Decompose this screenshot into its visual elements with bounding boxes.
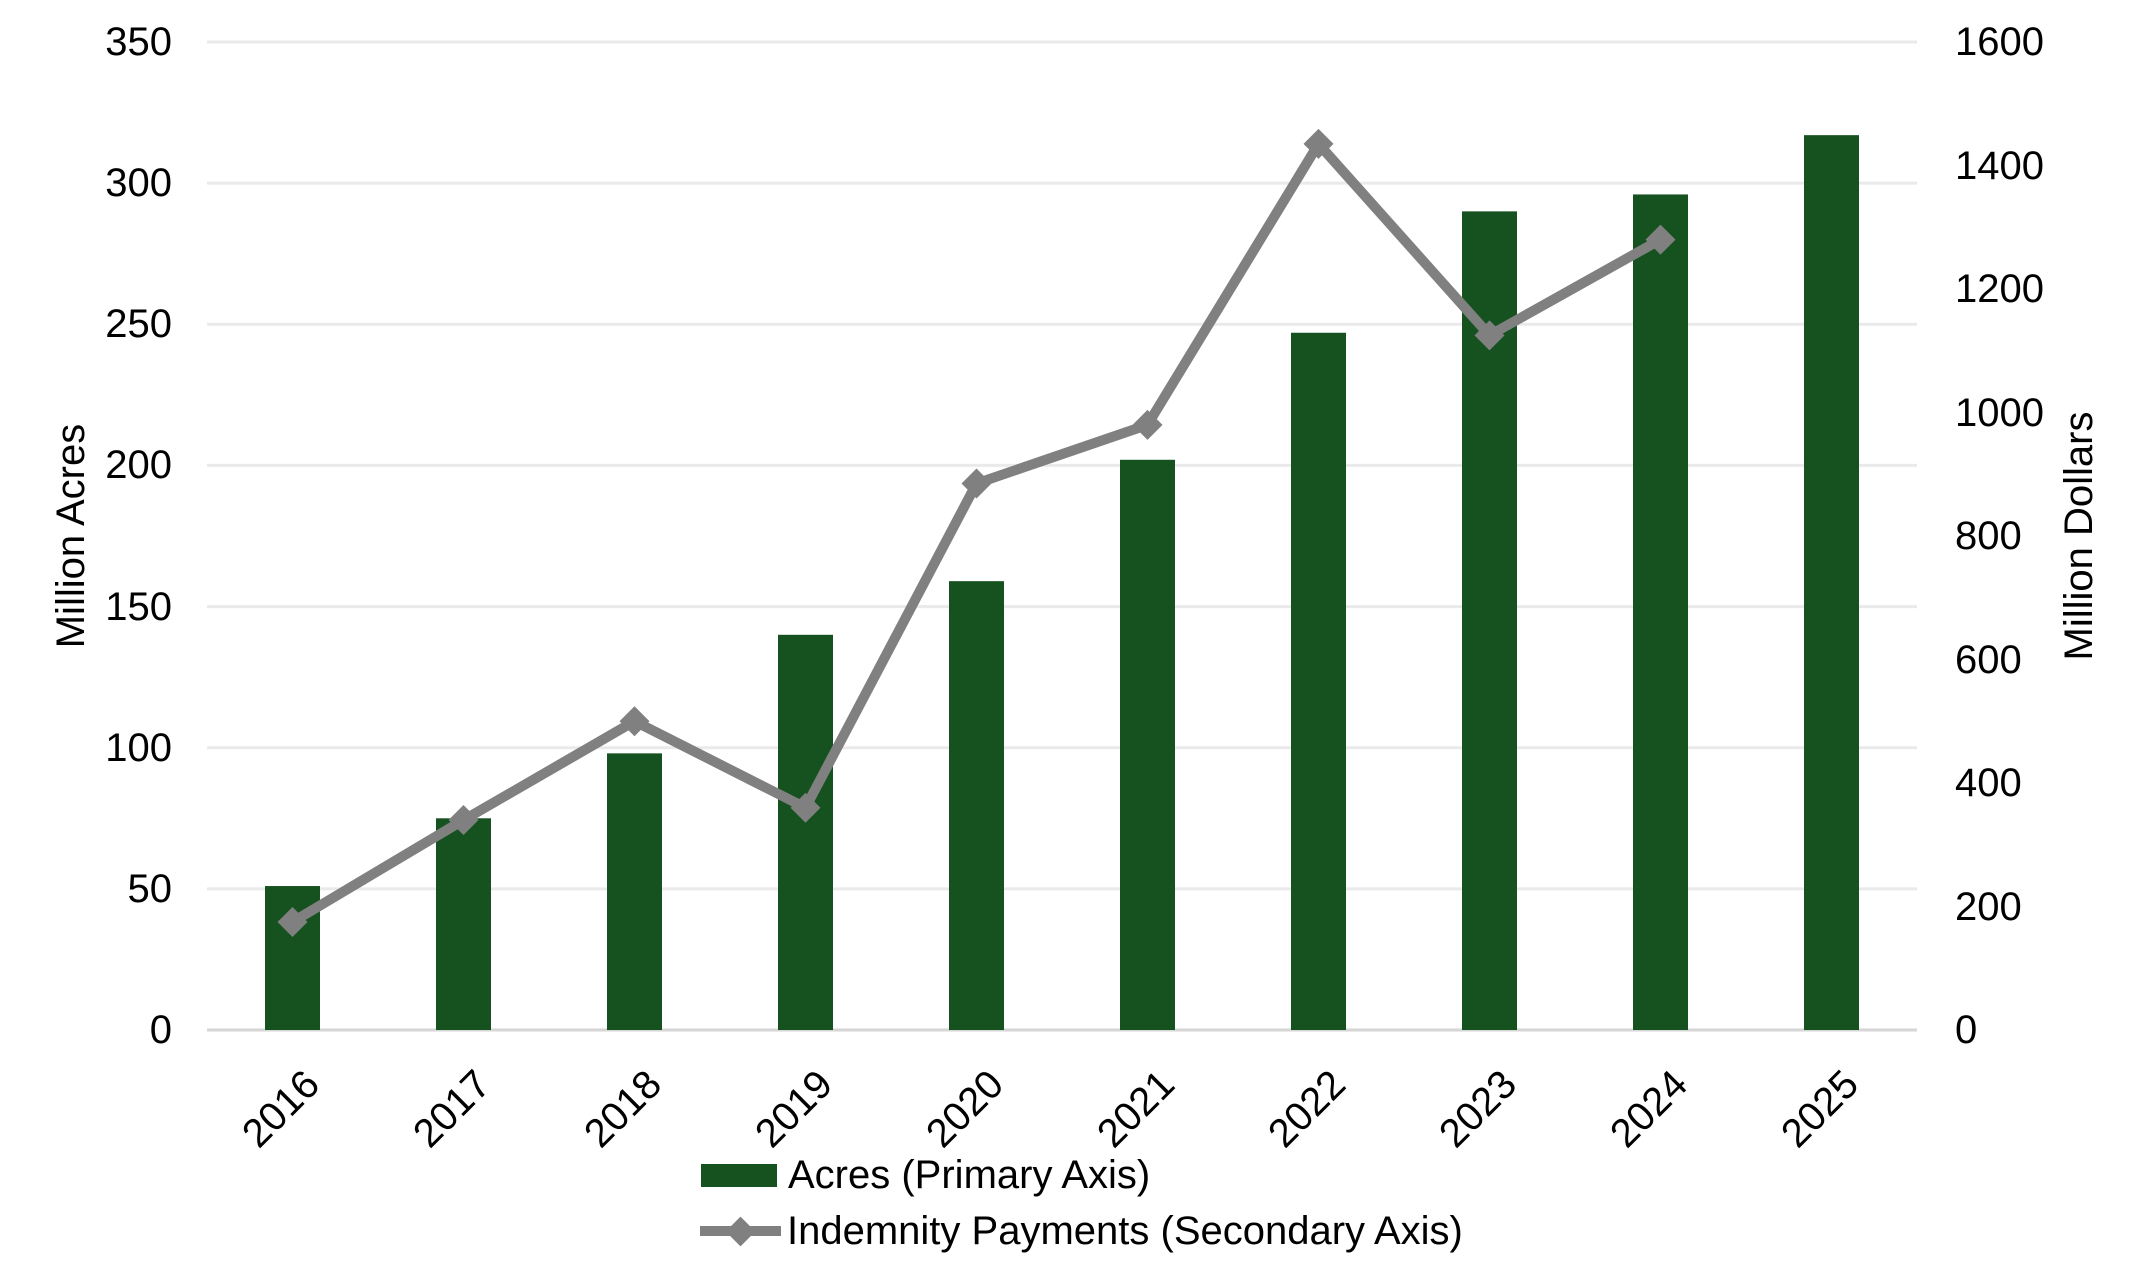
primary-axis-title: Million Acres: [49, 423, 93, 649]
bar-series-swatch: [701, 1164, 777, 1187]
line-marker-2021: [1132, 409, 1163, 440]
secondary-tick-1600: 1600: [1955, 20, 2044, 64]
line-marker-2022: [1303, 128, 1334, 159]
bar-2025: [1804, 135, 1859, 1030]
bar-2018: [607, 753, 662, 1030]
primary-tick-0: 0: [149, 1008, 172, 1052]
primary-tick-150: 150: [105, 584, 172, 629]
primary-tick-100: 100: [105, 725, 172, 770]
line-marker-2024: [1645, 224, 1676, 255]
secondary-tick-0: 0: [1955, 1008, 1978, 1052]
line-marker-2019: [790, 792, 821, 823]
line-marker-2023: [1474, 320, 1505, 351]
legend-label-acres: Acres (Primary Axis): [788, 1153, 1151, 1197]
primary-tick-250: 250: [105, 302, 172, 347]
line-marker-2018: [619, 706, 650, 737]
primary-tick-200: 200: [105, 443, 172, 488]
bar-2017: [436, 818, 491, 1030]
bar-2019: [778, 634, 833, 1030]
line-marker-2020: [961, 468, 992, 499]
bar-2024: [1633, 194, 1688, 1031]
primary-tick-350: 350: [105, 20, 172, 64]
bar-2022: [1291, 332, 1346, 1030]
secondary-tick-600: 600: [1955, 637, 2022, 682]
bar-2020: [949, 581, 1004, 1030]
primary-tick-300: 300: [105, 161, 172, 206]
secondary-tick-800: 800: [1955, 514, 2022, 558]
line-marker-2016: [277, 906, 308, 937]
secondary-tick-400: 400: [1955, 761, 2022, 805]
secondary-axis-title: Million Dollars: [2057, 411, 2101, 661]
bar-2021: [1120, 459, 1175, 1031]
secondary-tick-1400: 1400: [1955, 143, 2044, 188]
secondary-tick-200: 200: [1955, 884, 2022, 929]
secondary-tick-1200: 1200: [1955, 267, 2044, 311]
legend-label-indemnity: Indemnity Payments (Secondary Axis): [787, 1209, 1463, 1253]
primary-tick-50: 50: [127, 866, 173, 911]
line-marker-2017: [448, 805, 479, 836]
secondary-tick-1000: 1000: [1955, 390, 2044, 435]
